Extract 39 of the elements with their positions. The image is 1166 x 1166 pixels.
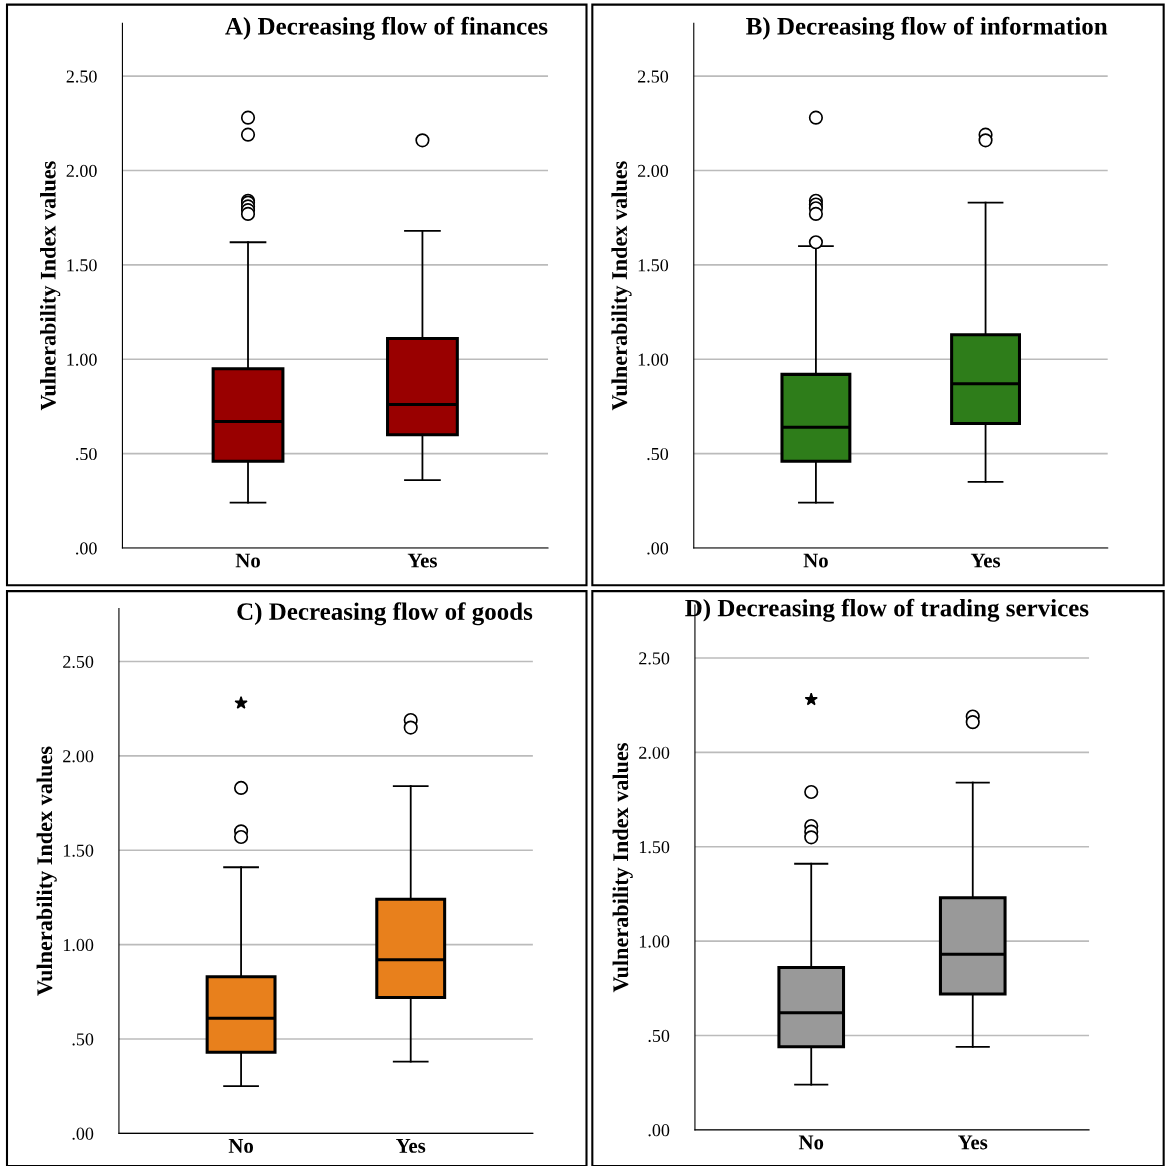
chart-title: B) Decreasing flow of information (746, 16, 1108, 40)
y-tick-label: 2.50 (639, 652, 670, 665)
y-axis-title: Vulnerability Index values (40, 161, 61, 411)
y-tick-label: 1.00 (638, 353, 669, 366)
y-tick-label: 2.50 (63, 655, 94, 669)
x-tick-label: No (228, 1139, 254, 1153)
y-tick-label: 1.50 (63, 844, 94, 857)
y-tick-label: 2.00 (637, 164, 669, 178)
y-tick-label: 1.00 (63, 938, 94, 952)
y-axis-title: Vulnerability Index values (36, 746, 57, 996)
y-tick-label: 1.50 (638, 259, 669, 272)
y-tick-label: .50 (647, 447, 669, 461)
y-tick-label: 1.50 (639, 841, 670, 854)
chart-title: C) Decreasing flow of goods (237, 602, 533, 626)
y-tick-label: 1.50 (67, 259, 97, 272)
x-tick-label: Yes (396, 1139, 426, 1153)
y-tick-label: 2.50 (637, 70, 669, 83)
y-tick-label: 2.00 (63, 750, 94, 763)
y-tick-label: 2.00 (639, 746, 670, 759)
x-tick-label: Yes (958, 1135, 988, 1150)
x-tick-label: No (235, 553, 260, 568)
y-axis-title: Vulnerability Index values (612, 743, 633, 993)
y-tick-label: 2.00 (66, 164, 97, 178)
y-tick-label: .00 (647, 542, 669, 555)
x-tick-label: No (798, 1135, 824, 1150)
x-tick-label: Yes (407, 553, 437, 568)
x-tick-label: Yes (970, 553, 1001, 568)
x-tick-label: No (803, 553, 828, 568)
y-tick-label: .00 (76, 542, 97, 555)
y-axis-title: Vulnerability Index values (611, 161, 632, 411)
y-tick-label: .50 (76, 447, 97, 461)
y-tick-label: 1.00 (67, 353, 97, 366)
chart-title: A) Decreasing flow of finances (225, 16, 548, 40)
y-tick-label: .00 (72, 1127, 94, 1140)
y-tick-label: 2.50 (66, 70, 97, 83)
y-tick-label: .00 (648, 1124, 670, 1137)
y-tick-label: 1.00 (639, 935, 670, 948)
y-tick-label: .50 (72, 1033, 94, 1046)
y-tick-label: .50 (648, 1029, 670, 1042)
